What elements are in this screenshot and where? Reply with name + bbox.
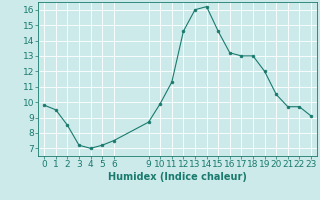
X-axis label: Humidex (Indice chaleur): Humidex (Indice chaleur) (108, 172, 247, 182)
